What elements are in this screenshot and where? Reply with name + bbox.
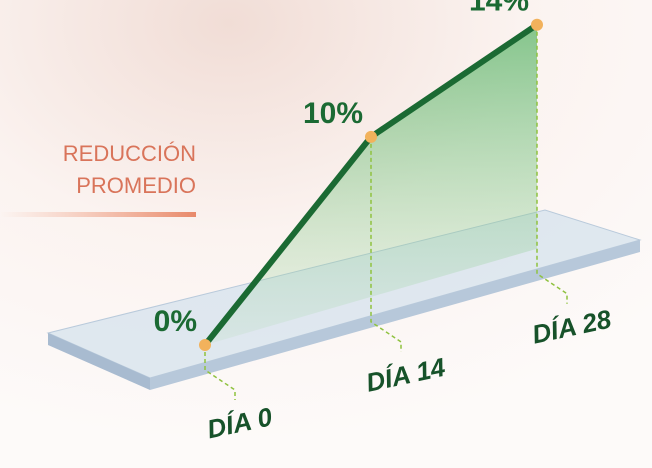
underline [0, 212, 196, 217]
marker [531, 18, 543, 31]
data-label: 0% [154, 305, 197, 338]
glass-edge [150, 240, 640, 390]
guide-line [204, 345, 236, 400]
y-label: PROMEDIO [76, 173, 196, 198]
glass-edge [48, 333, 150, 390]
marker [365, 130, 377, 143]
area [205, 24, 537, 345]
data-label: 14% [469, 0, 529, 18]
data-label: 10% [303, 97, 363, 130]
y-label: REDUCCIÓN [63, 141, 196, 166]
guide-line [536, 24, 568, 304]
guide-line [370, 136, 402, 352]
marker [199, 339, 211, 351]
